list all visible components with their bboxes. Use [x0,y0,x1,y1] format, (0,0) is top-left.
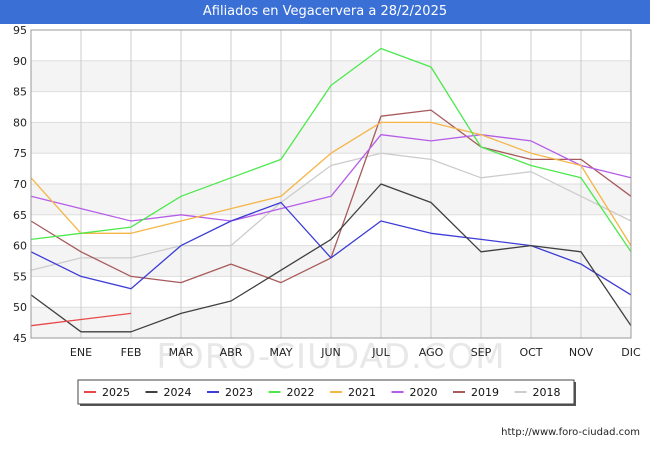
plot-frame [30,29,632,339]
y-tick-label: 55 [13,270,27,283]
x-tick-label: NOV [569,346,594,359]
legend-label-2018: 2018 [533,386,561,399]
x-tick-label: FEB [121,346,142,359]
legend-label-2024: 2024 [164,386,192,399]
x-tick-label: OCT [519,346,542,359]
x-tick-label: MAR [169,346,194,359]
footer-url: http://www.foro-ciudad.com [501,427,640,438]
x-tick-label: JUL [371,346,390,359]
legend-label-2025: 2025 [102,386,130,399]
y-tick-label: 75 [13,147,27,160]
legend-box [77,379,575,405]
legend-label-2019: 2019 [471,386,499,399]
legend-label-2020: 2020 [410,386,438,399]
y-tick-label: 95 [13,24,27,37]
series-line-2025 [30,312,132,327]
series-line-2024 [30,183,632,333]
y-tick-label: 60 [13,240,27,253]
series-line-2022 [30,47,632,253]
chart-title: Afiliados en Vegacervera a 28/2/2025 [0,0,650,24]
y-tick-label: 85 [13,86,27,99]
y-tick-label: 45 [13,332,27,345]
legend-label-2023: 2023 [225,386,253,399]
y-tick-label: 50 [13,301,27,314]
y-tick-label: 80 [13,116,27,129]
y-tick-label: 70 [13,178,27,191]
series-line-2020 [30,134,632,222]
x-tick-label: MAY [270,346,293,359]
y-tick-label: 90 [13,55,27,68]
x-tick-label: DIC [621,346,641,359]
series-line-2021 [30,121,632,246]
x-axis-ticks: ENE FEB MAR ABR MAY JUN JUL AGO SEP OCT NOV DIC [70,346,641,359]
series-line-2018 [30,152,632,271]
x-tick-label: ABR [220,346,243,359]
y-axis-ticks: 45 50 55 60 65 70 75 80 85 90 95 [13,24,27,345]
x-tick-label: SEP [471,346,492,359]
legend-label-2021: 2021 [348,386,376,399]
y-tick-label: 65 [13,209,27,222]
x-tick-label: JUN [320,346,341,359]
x-tick-label: AGO [419,346,444,359]
watermark: FORO-CIUDAD.COM [156,337,505,377]
legend: 2025 2024 2023 2022 2021 2020 2019 2018 [77,379,576,406]
legend-label-2022: 2022 [287,386,315,399]
series-lines [30,47,632,333]
x-tick-label: ENE [70,346,92,359]
